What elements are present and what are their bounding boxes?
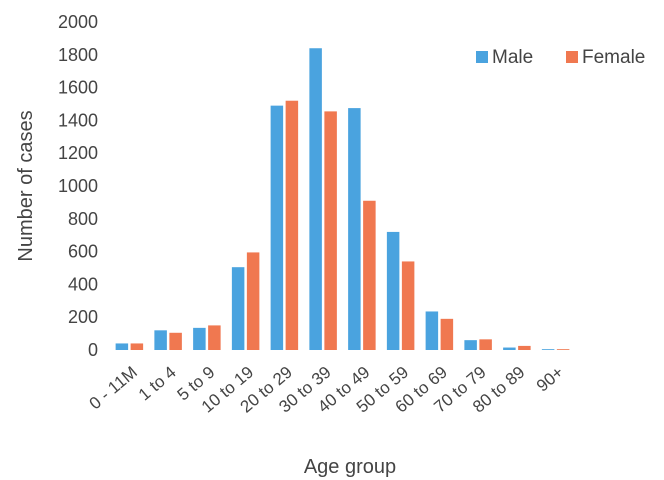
bar-male-6 bbox=[309, 48, 322, 351]
x-axis-title: Age group bbox=[304, 456, 396, 478]
x-tick-label: 0 - 11M bbox=[86, 363, 141, 414]
bar-female-3 bbox=[208, 325, 221, 350]
y-tick-label: 2000 bbox=[58, 12, 98, 32]
bar-female-7 bbox=[363, 200, 376, 350]
legend-swatch-female bbox=[566, 51, 578, 63]
x-tick-label: 1 to 4 bbox=[135, 363, 180, 405]
y-tick-label: 400 bbox=[68, 274, 98, 294]
bar-male-3 bbox=[193, 327, 206, 350]
bar-female-9 bbox=[440, 318, 454, 350]
y-tick-label: 0 bbox=[88, 340, 98, 360]
y-axis-title: Number of cases bbox=[15, 110, 37, 261]
bar-male-1 bbox=[115, 343, 129, 350]
bar-female-5 bbox=[285, 100, 299, 350]
legend: Male Female bbox=[476, 47, 645, 68]
bar-male-9 bbox=[425, 311, 439, 350]
bar-male-4 bbox=[231, 267, 245, 350]
x-tick-label: 90+ bbox=[533, 362, 567, 395]
bar-male-7 bbox=[348, 108, 361, 350]
y-tick-label: 1400 bbox=[58, 110, 98, 130]
y-tick-label: 800 bbox=[68, 209, 98, 229]
y-tick-label: 1600 bbox=[58, 78, 98, 98]
legend-label-female: Female bbox=[582, 47, 645, 68]
bar-series bbox=[115, 48, 570, 351]
legend-swatch-male bbox=[476, 51, 488, 63]
y-tick-label: 1000 bbox=[58, 176, 98, 196]
legend-label-male: Male bbox=[492, 47, 533, 68]
y-tick-label: 1800 bbox=[58, 45, 98, 65]
bar-female-12 bbox=[556, 349, 570, 350]
bar-male-10 bbox=[464, 340, 477, 350]
y-tick-label: 600 bbox=[68, 242, 98, 262]
bar-female-10 bbox=[479, 339, 492, 350]
bar-male-8 bbox=[386, 231, 400, 350]
bar-male-2 bbox=[154, 330, 167, 350]
bar-male-5 bbox=[270, 105, 284, 350]
bar-female-1 bbox=[130, 343, 144, 350]
y-tick-label: 1200 bbox=[58, 143, 98, 163]
bar-male-12 bbox=[541, 349, 555, 350]
bar-female-2 bbox=[169, 332, 182, 350]
y-axis-ticks: 0 200 400 600 800 1000 1200 1400 1600 1800 2000 bbox=[58, 12, 98, 360]
bar-female-8 bbox=[401, 261, 415, 350]
bar-female-6 bbox=[324, 111, 337, 350]
bar-male-11 bbox=[503, 347, 516, 350]
bar-female-4 bbox=[246, 252, 260, 350]
y-tick-label: 200 bbox=[68, 307, 98, 327]
bar-female-11 bbox=[518, 345, 531, 350]
